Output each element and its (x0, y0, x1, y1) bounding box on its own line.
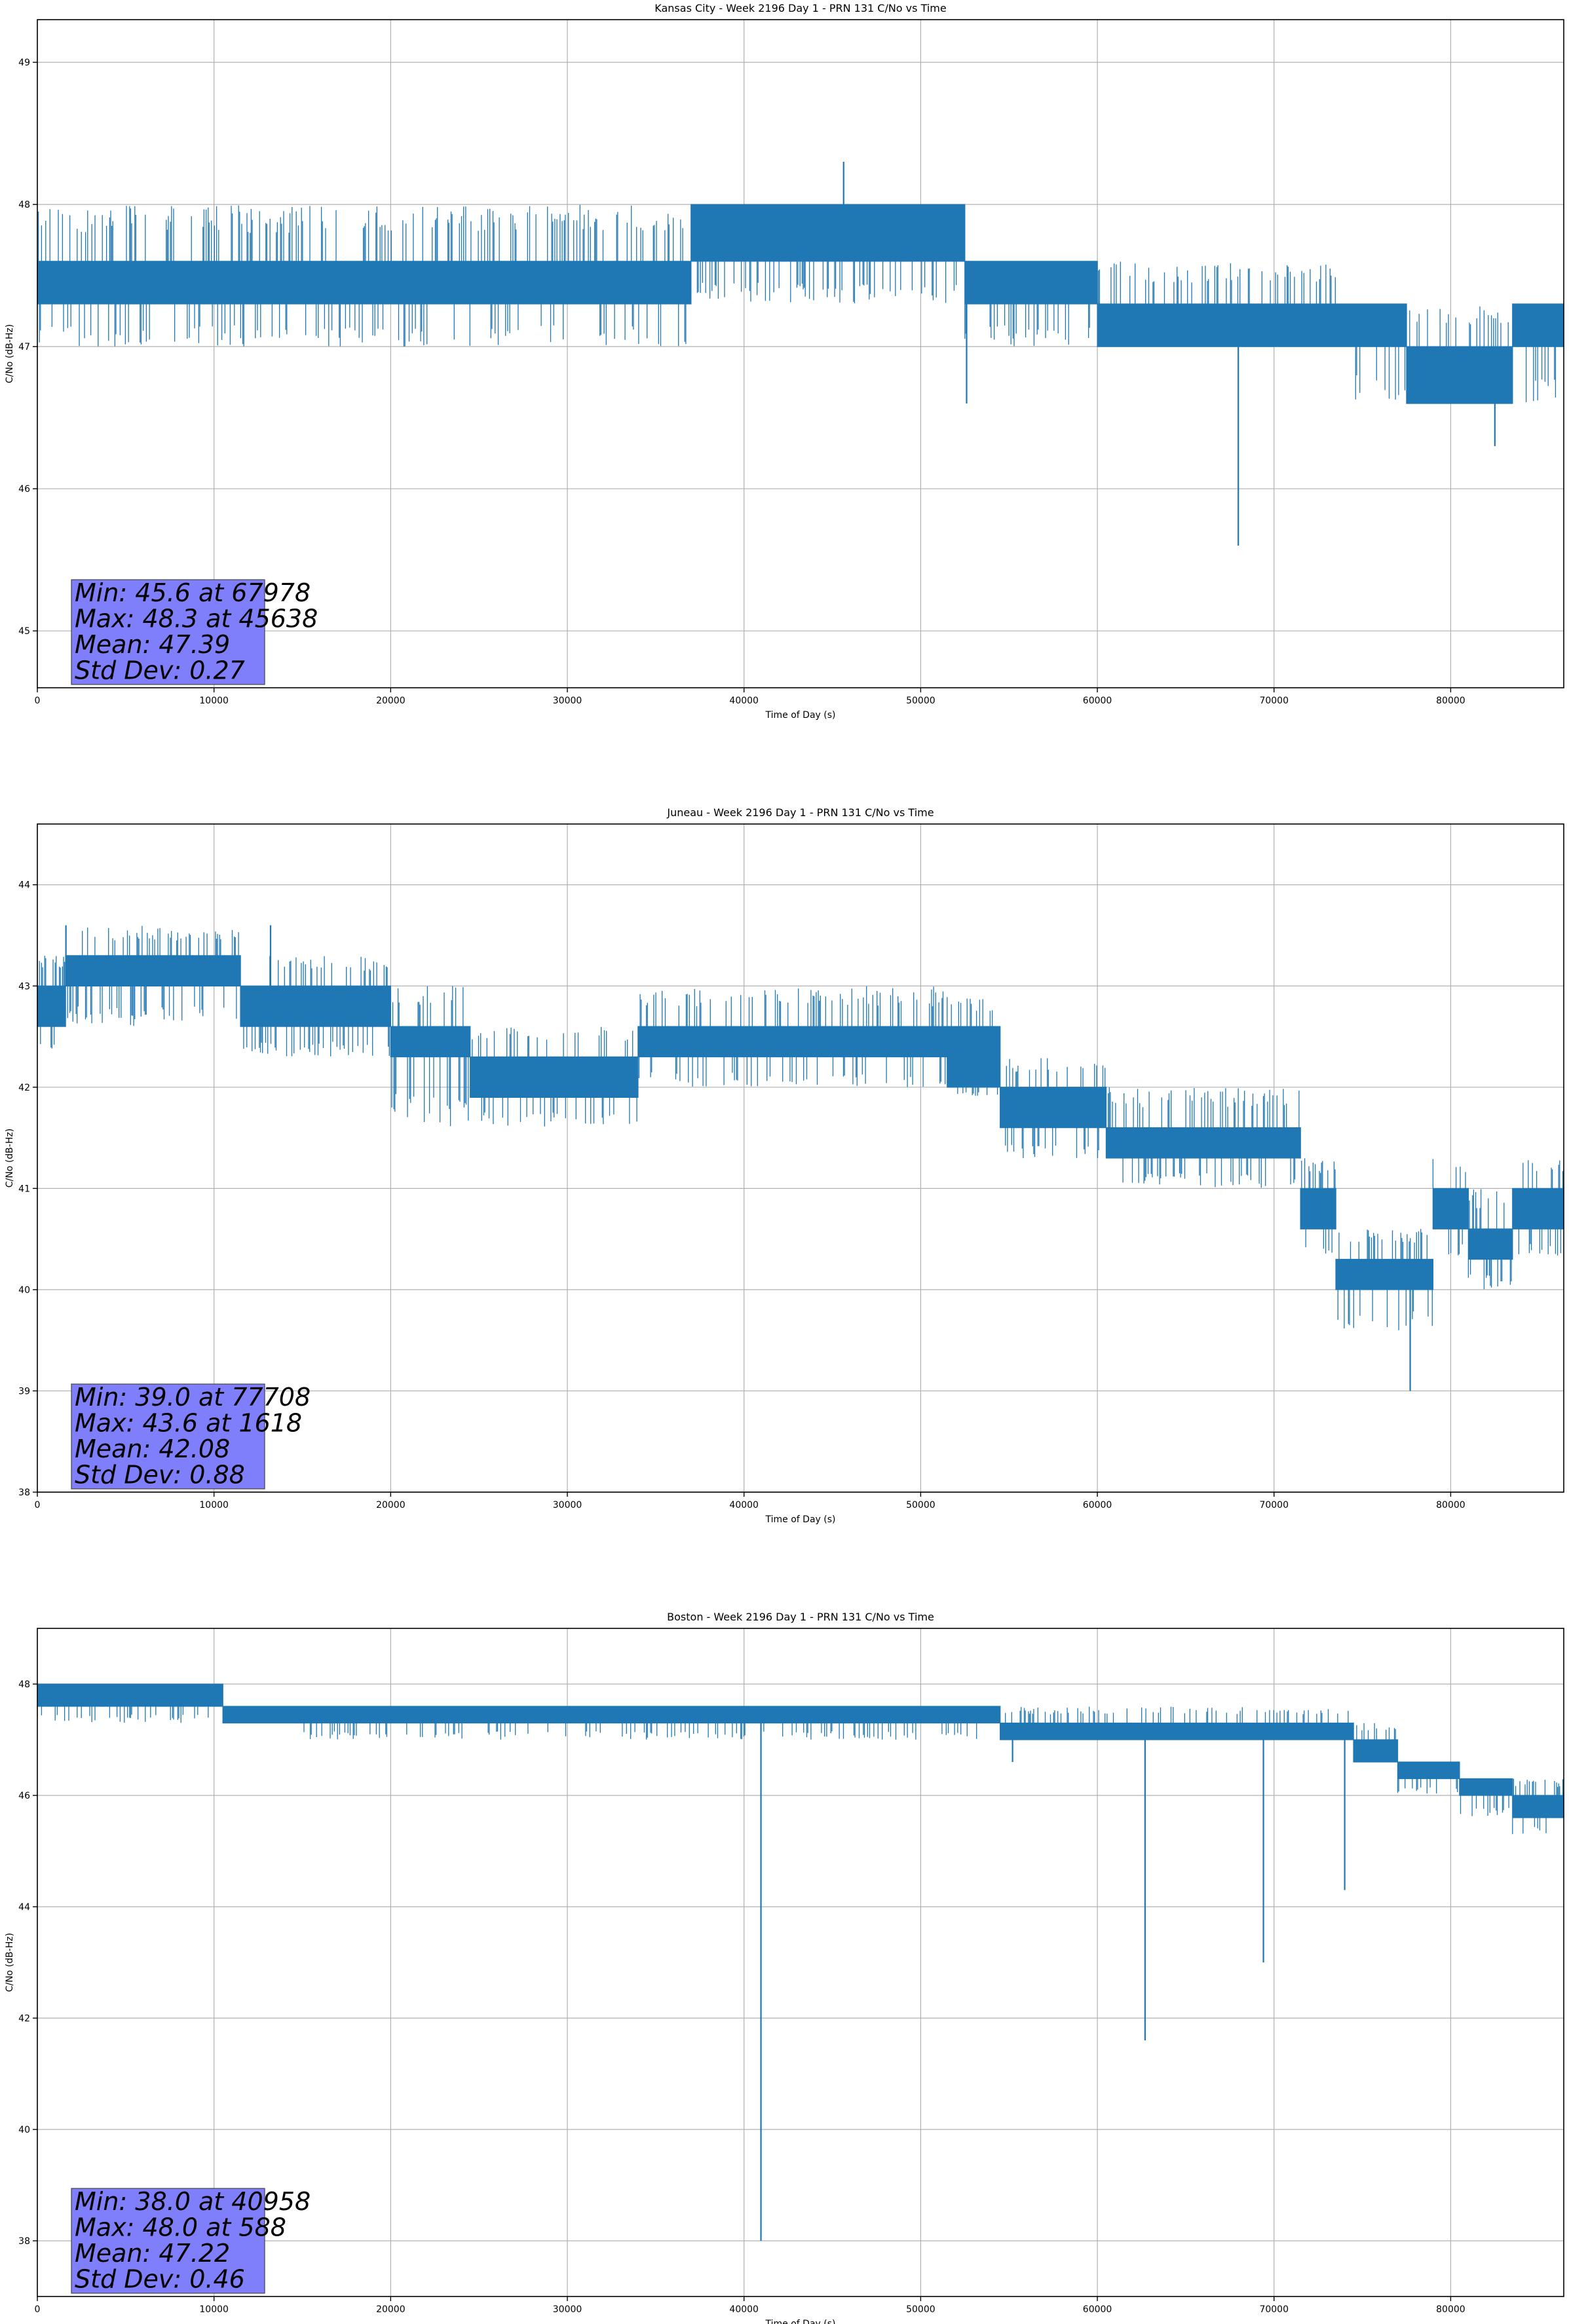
x-tick-label: 10000 (199, 696, 229, 706)
y-tick-label: 45 (18, 626, 30, 637)
y-tick-label: 46 (18, 484, 30, 495)
x-tick-label: 80000 (1436, 1500, 1465, 1510)
y-tick-label: 39 (18, 1386, 30, 1396)
x-tick-label: 80000 (1436, 2304, 1465, 2315)
stats-box (71, 579, 265, 685)
x-tick-label: 60000 (1083, 2304, 1112, 2315)
y-tick-label: 48 (18, 1679, 30, 1690)
stats-line: Max: 43.6 at 1618 (75, 1409, 302, 1438)
stats-line: Max: 48.0 at 588 (75, 2213, 286, 2242)
y-tick-label: 42 (18, 1083, 30, 1093)
stats-line: Mean: 47.39 (75, 630, 230, 659)
y-tick-label: 47 (18, 342, 30, 352)
y-tick-label: 43 (18, 981, 30, 992)
plot-frame (37, 1628, 1564, 2297)
stats-line: Std Dev: 0.46 (75, 2265, 245, 2294)
x-tick-label: 40000 (729, 2304, 759, 2315)
stats-line: Std Dev: 0.88 (75, 1461, 245, 1490)
x-tick-label: 60000 (1083, 696, 1112, 706)
y-tick-label: 38 (18, 2236, 30, 2247)
x-tick-label: 50000 (906, 696, 936, 706)
y-tick-label: 49 (18, 58, 30, 68)
x-tick-label: 70000 (1259, 2304, 1289, 2315)
chart-title: Juneau - Week 2196 Day 1 - PRN 131 C/No … (666, 806, 934, 819)
chart-panel-3: 0 10000 20000 30000 40000 50000 60000 70000 8000… (5, 1611, 1564, 2324)
y-axis-label: C/No (dB-Hz) (5, 324, 15, 383)
x-tick-label: 10000 (199, 1500, 229, 1510)
x-tick-label: 30000 (553, 696, 582, 706)
x-axis-label: Time of Day (s) (765, 1514, 836, 1525)
x-tick-label: 30000 (553, 2304, 582, 2315)
series-trace (37, 204, 1564, 404)
stats-line: Max: 48.3 at 45638 (75, 605, 318, 633)
chart-panel-1: 0 10000 20000 30000 40000 50000 60000 70000 8000… (5, 2, 1564, 721)
chart-panel-2: 0 10000 20000 30000 40000 50000 60000 70000 8000… (5, 806, 1564, 1525)
stats-box (71, 2188, 265, 2294)
series-trace (37, 926, 1564, 1330)
plot-frame (37, 823, 1564, 1493)
y-tick-label: 40 (18, 2125, 30, 2135)
x-tick-label: 0 (35, 696, 41, 706)
x-tick-label: 60000 (1083, 1500, 1112, 1510)
x-tick-label: 0 (35, 2304, 41, 2315)
y-axis-label: C/No (dB-Hz) (5, 1933, 15, 1992)
x-tick-label: 10000 (199, 2304, 229, 2315)
x-tick-label: 0 (35, 1500, 41, 1510)
y-tick-label: 48 (18, 200, 30, 210)
y-tick-label: 38 (18, 1488, 30, 1498)
stats-line: Std Dev: 0.27 (75, 656, 245, 685)
x-tick-label: 70000 (1259, 696, 1289, 706)
y-tick-label: 46 (18, 1791, 30, 1801)
stats-line: Min: 45.6 at 67978 (75, 578, 311, 607)
stats-line: Min: 38.0 at 40958 (75, 2187, 311, 2216)
stats-line: Mean: 42.08 (75, 1434, 230, 1463)
y-tick-label: 41 (18, 1184, 30, 1194)
x-tick-label: 20000 (376, 696, 406, 706)
x-axis-label: Time of Day (s) (765, 710, 836, 721)
stats-box (71, 1383, 265, 1490)
x-tick-label: 40000 (729, 1500, 759, 1510)
x-tick-label: 50000 (906, 2304, 936, 2315)
x-tick-label: 20000 (376, 1500, 406, 1510)
plot-frame (37, 19, 1564, 688)
series-trace (37, 1683, 1564, 1835)
y-tick-label: 42 (18, 2014, 30, 2024)
x-tick-label: 80000 (1436, 696, 1465, 706)
x-tick-label: 20000 (376, 2304, 406, 2315)
stats-line: Min: 39.0 at 77708 (75, 1383, 311, 1412)
y-tick-label: 44 (18, 1902, 30, 1913)
y-tick-label: 40 (18, 1285, 30, 1296)
x-tick-label: 30000 (553, 1500, 582, 1510)
x-tick-label: 70000 (1259, 1500, 1289, 1510)
x-axis-label: Time of Day (s) (765, 2319, 836, 2324)
x-tick-label: 40000 (729, 696, 759, 706)
y-tick-label: 44 (18, 880, 30, 891)
chart-title: Kansas City - Week 2196 Day 1 - PRN 131 … (654, 2, 946, 14)
chart-title: Boston - Week 2196 Day 1 - PRN 131 C/No … (667, 1611, 934, 1623)
x-tick-label: 50000 (906, 1500, 936, 1510)
y-axis-label: C/No (dB-Hz) (5, 1129, 15, 1188)
stats-line: Mean: 47.22 (75, 2239, 230, 2268)
